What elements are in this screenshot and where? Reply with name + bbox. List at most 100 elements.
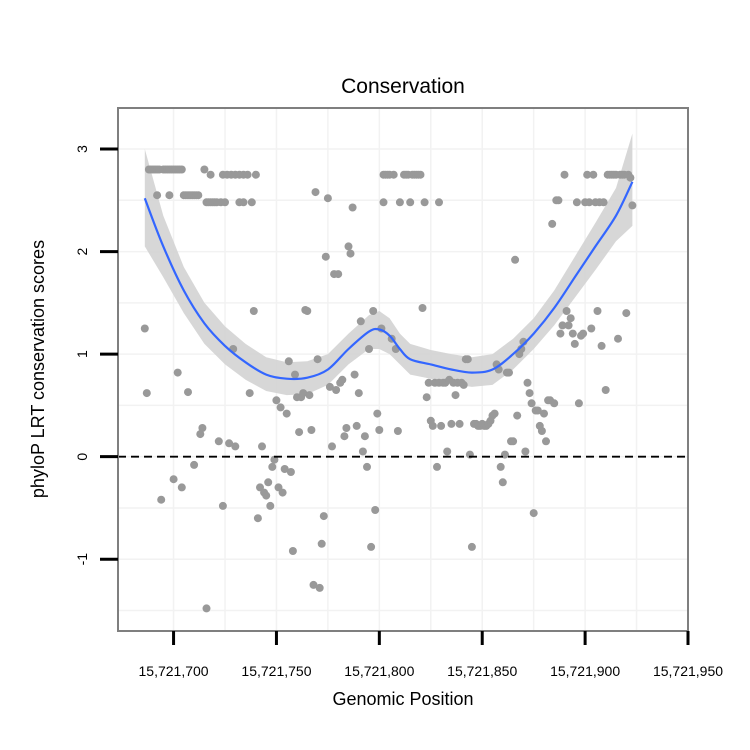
data-point [422,393,431,402]
data-point [418,304,427,312]
data-point [393,427,402,435]
data-point [428,421,437,430]
data-point [554,196,563,205]
data-point [560,170,569,179]
data-point [437,421,446,430]
data-point [309,580,318,589]
data-point [550,399,559,408]
data-point [365,345,373,353]
data-point [196,430,205,439]
data-point [371,506,380,514]
data-point [305,391,314,400]
data-point [352,421,361,430]
data-point [317,539,326,548]
data-point [585,198,594,207]
data-point [463,355,472,364]
data-point [266,501,275,510]
chart-title: Conservation [341,75,465,98]
data-point [369,307,378,315]
data-point [350,370,359,379]
data-point [490,409,499,418]
data-point [280,465,289,473]
data-point [416,170,425,179]
data-point [334,270,343,279]
data-point [379,198,388,207]
data-point [389,170,398,179]
data-point [142,389,151,398]
y-tick-label: 2 [74,247,90,255]
data-point [247,198,256,207]
data-point [323,194,332,203]
smooth-line [143,181,634,381]
data-point [556,329,565,338]
data-point [523,378,532,387]
data-point [593,307,602,315]
data-point [286,468,295,476]
data-point [589,170,598,179]
data-point [198,424,207,432]
data-point [338,375,347,384]
data-point [303,307,312,315]
data-point [169,475,178,484]
data-point [579,329,588,338]
data-point [340,432,349,441]
data-point [558,321,567,330]
data-point [406,198,415,207]
data-point [200,165,209,174]
data-point [358,447,367,456]
data-point [342,424,351,432]
data-point [284,357,293,366]
data-point [288,547,297,555]
data-point [367,542,376,551]
data-point [583,170,592,179]
data-point [295,428,304,437]
data-point [566,314,575,323]
data-point [194,191,203,200]
data-point [325,382,334,391]
y-axis-ticks: -1 0 1 2 3 [74,145,118,565]
data-point [447,419,456,428]
x-tick-label: 15,721,700 [139,663,209,679]
data-point [307,426,316,434]
data-point [564,321,573,330]
data-point [363,462,371,471]
data-point [177,483,186,492]
x-tick-label: 15,721,900 [550,663,620,679]
data-point [568,329,577,338]
data-point [140,324,149,333]
data-point [344,242,353,251]
data-point [597,341,606,350]
data-point [231,442,240,451]
data-point [601,386,610,394]
data-point [291,370,299,379]
data-point [525,389,534,398]
x-axis-label: Genomic Position [332,689,473,709]
data-point [313,355,322,364]
data-point [251,170,260,179]
data-point [239,198,248,207]
data-point [165,191,174,200]
data-point [272,396,281,405]
smooth-line-group [143,181,634,381]
data-point [443,447,452,456]
y-tick-label: 1 [74,350,90,358]
x-tick-label: 15,721,850 [447,663,517,679]
data-point [278,488,287,497]
data-point [459,380,468,389]
data-point [509,437,518,446]
data-point [354,389,363,398]
data-point [622,309,631,318]
y-tick-label: 0 [74,453,90,461]
data-point [537,427,546,435]
data-point [253,514,262,523]
data-point [451,391,460,400]
data-point [511,255,520,264]
data-point [328,442,336,451]
data-point [348,203,357,212]
data-point [243,170,252,179]
data-point [587,324,596,333]
data-point [321,252,330,261]
data-point [496,462,505,471]
data-point [311,188,320,197]
data-point [299,389,308,398]
